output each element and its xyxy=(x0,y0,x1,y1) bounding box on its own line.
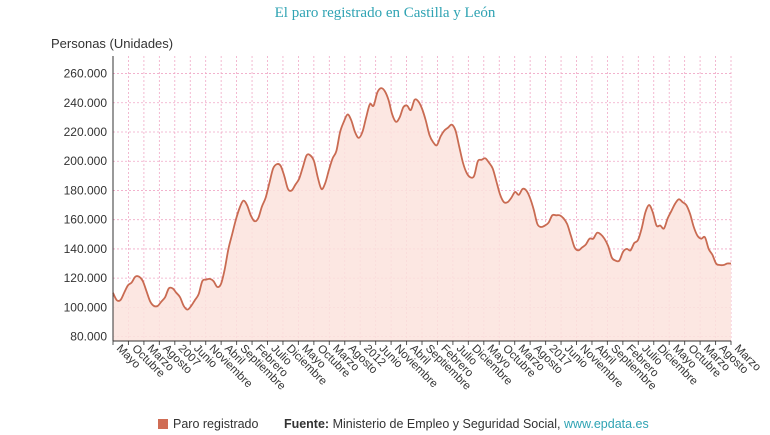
area-layer xyxy=(112,87,732,341)
y-tick-labels: 80.000 100.000 120.000 140.000 160.000 180.00… xyxy=(64,67,108,344)
y-tick-label: 260.000 xyxy=(64,67,108,81)
y-tick-label: 240.000 xyxy=(64,96,108,110)
source-text: Ministerio de Empleo y Seguridad Social, xyxy=(332,417,561,431)
x-tick-labels: MayoOctubreMarzoAgosto2007JunioNoviembre… xyxy=(114,343,763,393)
series-line xyxy=(112,87,732,311)
y-tick-label: 200.000 xyxy=(64,154,108,168)
y-tick-label: 100.000 xyxy=(64,300,108,314)
y-tick-label: 140.000 xyxy=(64,242,108,256)
source-link[interactable]: www.epdata.es xyxy=(563,417,649,431)
legend-swatch xyxy=(158,419,168,429)
footer: Paro registrado Fuente: Ministerio de Em… xyxy=(158,417,649,431)
legend-label[interactable]: Paro registrado xyxy=(173,417,259,431)
y-tick-label: 160.000 xyxy=(64,213,108,227)
source-label: Fuente: xyxy=(283,417,330,431)
axes xyxy=(112,56,732,345)
y-tick-label: 80.000 xyxy=(70,330,107,344)
series-area xyxy=(113,88,731,341)
y-tick-label: 120.000 xyxy=(64,271,108,285)
y-tick-label: 220.000 xyxy=(64,125,108,139)
y-axis-label: Personas (Unidades) xyxy=(51,36,174,51)
y-tick-label: 180.000 xyxy=(64,183,108,197)
chart-title: El paro registrado en Castilla y León xyxy=(274,5,496,21)
